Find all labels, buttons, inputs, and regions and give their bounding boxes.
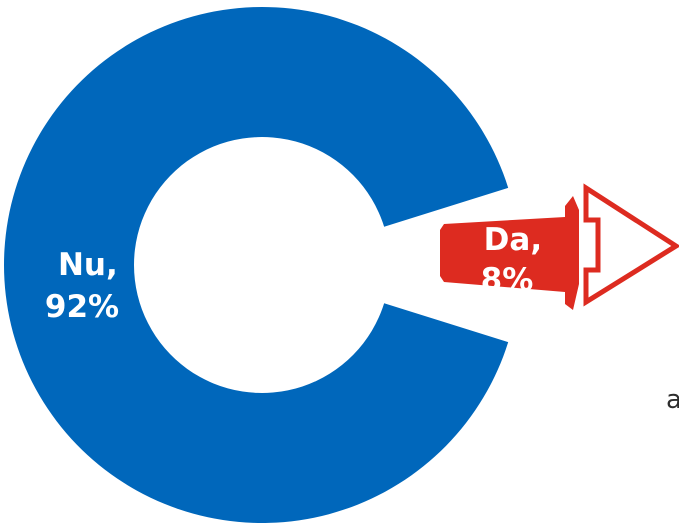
clipped-text-fragment: a [666, 385, 679, 415]
label-da-value: 8% [481, 262, 534, 298]
arrow-head-outline [583, 183, 679, 307]
slice-da [440, 196, 579, 310]
slice-nu [4, 7, 509, 523]
label-da-name: Da [484, 222, 531, 258]
label-nu-value: 92% [45, 289, 119, 325]
label-nu-comma: , [106, 247, 118, 283]
label-da-comma: , [530, 222, 542, 258]
label-nu-name: Nu [58, 247, 106, 283]
